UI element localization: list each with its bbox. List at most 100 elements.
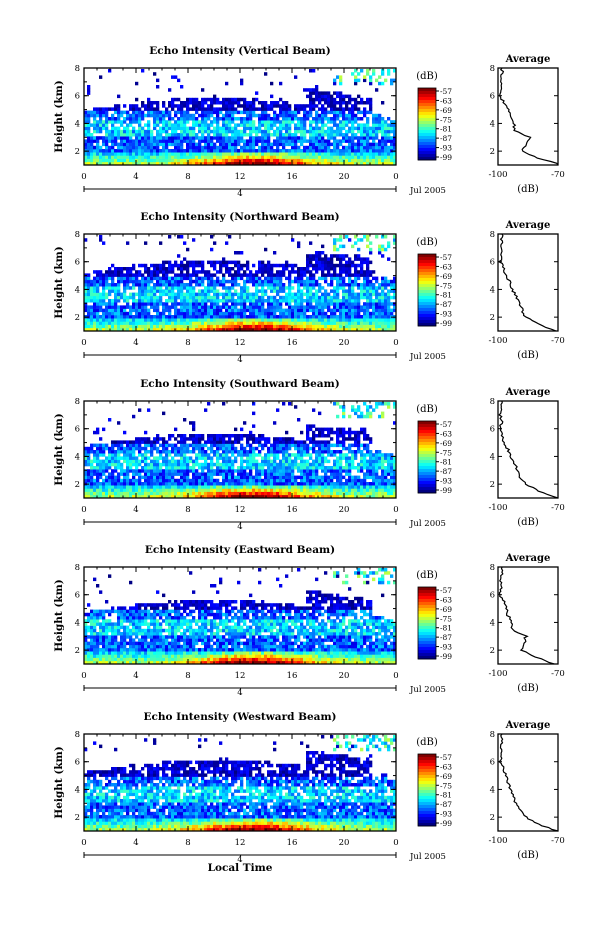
average-frame bbox=[498, 68, 558, 165]
heatmap-cell bbox=[192, 261, 195, 265]
heatmap-cell bbox=[321, 245, 324, 249]
heatmap-cell bbox=[147, 437, 150, 441]
heatmap-cell bbox=[306, 277, 309, 281]
heatmap-cell bbox=[369, 293, 372, 297]
heatmap-cell bbox=[234, 127, 237, 131]
heatmap-cell bbox=[324, 91, 327, 95]
heatmap-cell bbox=[114, 133, 117, 137]
heatmap-cell bbox=[114, 456, 117, 460]
heatmap-cell bbox=[102, 107, 105, 111]
heatmap-cell bbox=[144, 456, 147, 460]
heatmap-cell bbox=[288, 155, 291, 159]
heatmap-cell bbox=[123, 159, 126, 163]
heatmap-cell bbox=[135, 315, 138, 319]
heatmap-cell bbox=[174, 447, 177, 451]
heatmap-cell bbox=[255, 143, 258, 147]
heatmap-cell bbox=[189, 277, 192, 281]
heatmap-cell bbox=[387, 155, 390, 159]
heatmap-cell bbox=[255, 114, 258, 118]
heatmap-cell bbox=[210, 476, 213, 480]
heatmap-cell bbox=[333, 321, 336, 325]
heatmap-cell bbox=[120, 270, 123, 274]
heatmap-cell bbox=[219, 293, 222, 297]
heatmap-cell bbox=[132, 283, 135, 287]
heatmap-cell bbox=[273, 120, 276, 124]
heatmap-cell bbox=[123, 472, 126, 476]
heatmap-cell bbox=[348, 305, 351, 309]
heatmap-cell bbox=[177, 289, 180, 293]
heatmap-cell bbox=[141, 466, 144, 470]
heatmap-cell bbox=[162, 159, 165, 163]
heatmap-cell bbox=[174, 293, 177, 297]
heatmap-cell bbox=[144, 479, 147, 483]
heatmap-cell bbox=[168, 277, 171, 281]
heatmap-cell bbox=[171, 472, 174, 476]
heatmap-cell bbox=[132, 293, 135, 297]
heatmap-cell bbox=[387, 305, 390, 309]
heatmap-cell bbox=[369, 325, 372, 329]
heatmap-cell bbox=[345, 321, 348, 325]
heatmap-cell bbox=[390, 321, 393, 325]
heatmap-cell bbox=[144, 312, 147, 316]
heatmap-cell bbox=[276, 302, 279, 306]
heatmap-cell bbox=[138, 444, 141, 448]
heatmap-cell bbox=[339, 302, 342, 306]
heatmap-cell bbox=[330, 127, 333, 131]
heatmap-cell bbox=[102, 463, 105, 467]
heatmap-cell bbox=[195, 123, 198, 127]
heatmap-cell bbox=[126, 267, 129, 271]
heatmap-cell bbox=[291, 238, 294, 242]
heatmap-cell bbox=[126, 114, 129, 118]
heatmap-cell bbox=[300, 130, 303, 134]
heatmap-cell bbox=[345, 139, 348, 143]
heatmap-cell bbox=[378, 283, 381, 287]
heatmap-cell bbox=[231, 296, 234, 300]
heatmap-cell bbox=[120, 146, 123, 150]
colorbar-swatch bbox=[418, 320, 436, 323]
heatmap-cell bbox=[336, 91, 339, 95]
average-y-tick-label: 2 bbox=[490, 313, 495, 323]
heatmap-cell bbox=[315, 143, 318, 147]
heatmap-cell bbox=[90, 309, 93, 313]
heatmap-cell bbox=[108, 289, 111, 293]
heatmap-cell bbox=[255, 149, 258, 153]
heatmap-cell bbox=[321, 251, 324, 255]
colorbar-swatch bbox=[418, 88, 436, 91]
heatmap-cell bbox=[171, 469, 174, 473]
heatmap-cell bbox=[288, 321, 291, 325]
heatmap-cell bbox=[339, 114, 342, 118]
heatmap-cell bbox=[222, 293, 225, 297]
heatmap-cell bbox=[117, 460, 120, 464]
heatmap-cell bbox=[300, 159, 303, 163]
heatmap-cell bbox=[126, 318, 129, 322]
heatmap-cell bbox=[87, 139, 90, 143]
heatmap-cell bbox=[213, 241, 216, 245]
heatmap-cell bbox=[117, 283, 120, 287]
heatmap-cell bbox=[345, 299, 348, 303]
heatmap-cell bbox=[204, 123, 207, 127]
heatmap-cell bbox=[234, 302, 237, 306]
heatmap-cell bbox=[123, 469, 126, 473]
heatmap-cell bbox=[330, 321, 333, 325]
heatmap-cell bbox=[132, 309, 135, 313]
heatmap-cell bbox=[366, 289, 369, 293]
heatmap-cell bbox=[210, 309, 213, 313]
heatmap-cell bbox=[183, 155, 186, 159]
heatmap-cell bbox=[348, 299, 351, 303]
heatmap-cell bbox=[177, 104, 180, 108]
heatmap-cell bbox=[282, 267, 285, 271]
heatmap-cell bbox=[303, 123, 306, 127]
heatmap-cell bbox=[177, 136, 180, 140]
heatmap-cell bbox=[180, 444, 183, 448]
heatmap-cell bbox=[132, 460, 135, 464]
heatmap-cell bbox=[312, 286, 315, 290]
heatmap-cell bbox=[177, 325, 180, 329]
colorbar-swatch bbox=[418, 317, 436, 320]
heatmap-cell bbox=[375, 159, 378, 163]
heatmap-cell bbox=[87, 309, 90, 313]
heatmap-cell bbox=[243, 293, 246, 297]
panel-0: Echo Intensity (Vertical Beam)2468Height… bbox=[53, 45, 565, 199]
heatmap-cell bbox=[372, 299, 375, 303]
y-tick-label: 6 bbox=[75, 92, 80, 102]
heatmap-cell bbox=[222, 120, 225, 124]
